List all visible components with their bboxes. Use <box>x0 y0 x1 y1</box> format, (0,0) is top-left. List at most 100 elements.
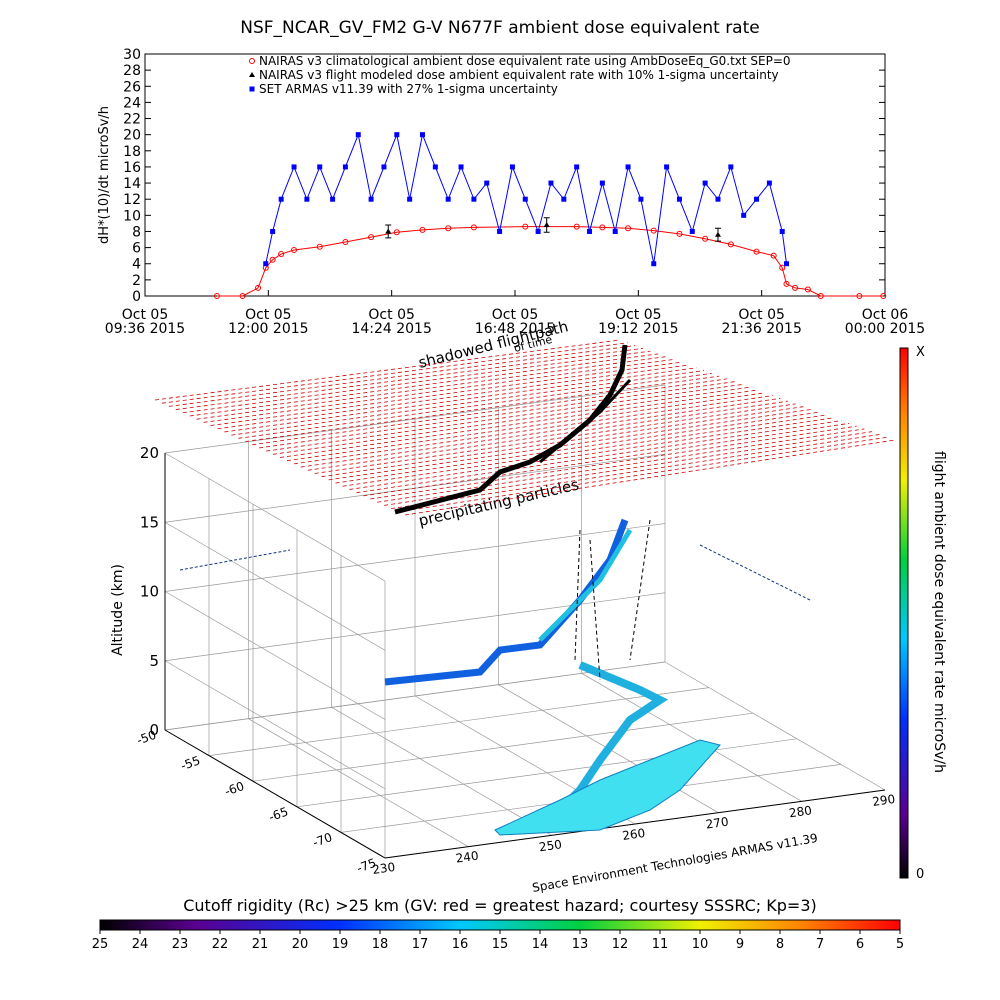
point <box>543 222 550 228</box>
colorbar-tick-label: 25 <box>92 937 109 952</box>
plane-line <box>175 347 643 410</box>
x-tick-label: Oct 05 09:36 2015 <box>104 307 186 337</box>
plane-line <box>203 359 674 423</box>
point <box>817 293 824 299</box>
y-axis-label: dH*(10)/dt microSv/h <box>97 106 112 244</box>
point <box>770 252 777 259</box>
point <box>509 164 515 170</box>
point <box>714 231 721 237</box>
z-tick-label: 15 <box>140 513 159 531</box>
colorbar-tick-label: 7 <box>816 937 824 952</box>
colorbar-tick-label: 20 <box>292 937 309 952</box>
z-tick-label: 0 <box>149 721 159 739</box>
colorbar-tick-label: 13 <box>572 937 589 952</box>
series <box>263 132 790 267</box>
x-tick-label: 230 <box>371 860 396 877</box>
point <box>779 264 786 271</box>
dose-colorbar-label: flight ambient dose equivalent rate micr… <box>931 451 947 773</box>
point <box>599 180 605 186</box>
plane-line <box>259 381 735 449</box>
point <box>880 293 887 299</box>
point <box>754 196 760 202</box>
point <box>263 261 269 267</box>
plane-line <box>349 417 834 490</box>
point <box>574 164 580 170</box>
grid-line <box>248 718 469 847</box>
credit: Space Environment Technologies ARMAS v11… <box>531 831 819 895</box>
y-tick-label: 10 <box>123 208 141 224</box>
z-tick-label: 10 <box>140 583 159 601</box>
point <box>651 261 657 267</box>
x-tick-label: Oct 05 21:36 2015 <box>721 307 802 337</box>
y-tick-label: 16 <box>123 160 141 176</box>
x-tick-label: 270 <box>705 815 730 832</box>
point <box>432 164 438 170</box>
point <box>355 132 361 138</box>
plane-line <box>272 386 750 455</box>
y-tick-label: 12 <box>123 192 141 208</box>
grid-line <box>581 673 802 802</box>
grid-line <box>296 738 798 808</box>
series <box>213 223 887 299</box>
plane-line <box>238 372 712 439</box>
point <box>792 284 799 291</box>
y-tick-label: -60 <box>223 779 246 799</box>
point <box>368 234 375 241</box>
grid-line <box>164 523 666 592</box>
point <box>783 280 790 287</box>
point <box>330 196 336 202</box>
grid-line <box>164 592 666 662</box>
y-tick-label: 28 <box>123 63 141 79</box>
colorbar-tick-label: 21 <box>252 937 269 952</box>
plane-line <box>307 400 789 471</box>
plane-line <box>196 356 666 420</box>
point <box>393 229 400 236</box>
plane-line <box>168 345 636 407</box>
y-tick-label: -55 <box>179 753 202 773</box>
x-tick-label: Oct 05 12:00 2015 <box>228 307 309 337</box>
point <box>612 228 618 234</box>
plane-line <box>314 403 796 474</box>
plane-line <box>342 414 827 487</box>
x-tick-label: Oct 05 16:48 2015 <box>474 307 556 337</box>
point <box>278 196 284 202</box>
point <box>317 164 323 170</box>
plane-line <box>356 420 842 494</box>
colorbar-tick-label: 24 <box>132 937 149 952</box>
point <box>625 164 631 170</box>
plane-line <box>189 353 659 417</box>
colorbar-tick-label: 14 <box>532 937 549 952</box>
colorbar-tick-label: 15 <box>492 937 509 952</box>
plane-line <box>370 425 857 500</box>
y-tick-label: 30 <box>123 47 141 63</box>
point <box>522 196 528 202</box>
point <box>239 293 246 299</box>
point <box>381 164 387 170</box>
plane-line <box>293 395 773 465</box>
plane-line <box>252 378 727 446</box>
point <box>753 248 760 255</box>
grid-line <box>331 707 552 836</box>
legend-symbol <box>249 86 255 92</box>
z-axis-label: Altitude (km) <box>110 564 126 656</box>
plane-line <box>245 375 720 442</box>
plane-line <box>404 439 896 516</box>
y-tick-label: 22 <box>123 112 141 128</box>
plane-line <box>384 431 873 506</box>
point <box>291 164 297 170</box>
point <box>599 224 606 231</box>
point <box>522 223 529 230</box>
plane-line <box>217 364 689 430</box>
dose-colorbar-max: X <box>916 345 925 360</box>
colorbar-tick-label: 17 <box>412 937 429 952</box>
series-line <box>216 226 884 297</box>
point <box>804 286 811 293</box>
point <box>270 228 276 234</box>
x-tick-label: Oct 05 14:24 2015 <box>351 307 432 337</box>
colorbar-tick-label: 22 <box>212 937 229 952</box>
y-tick-label: -65 <box>267 804 290 824</box>
y-tick-label: 18 <box>123 144 141 160</box>
y-tick-label: -70 <box>311 830 334 850</box>
point <box>561 196 567 202</box>
